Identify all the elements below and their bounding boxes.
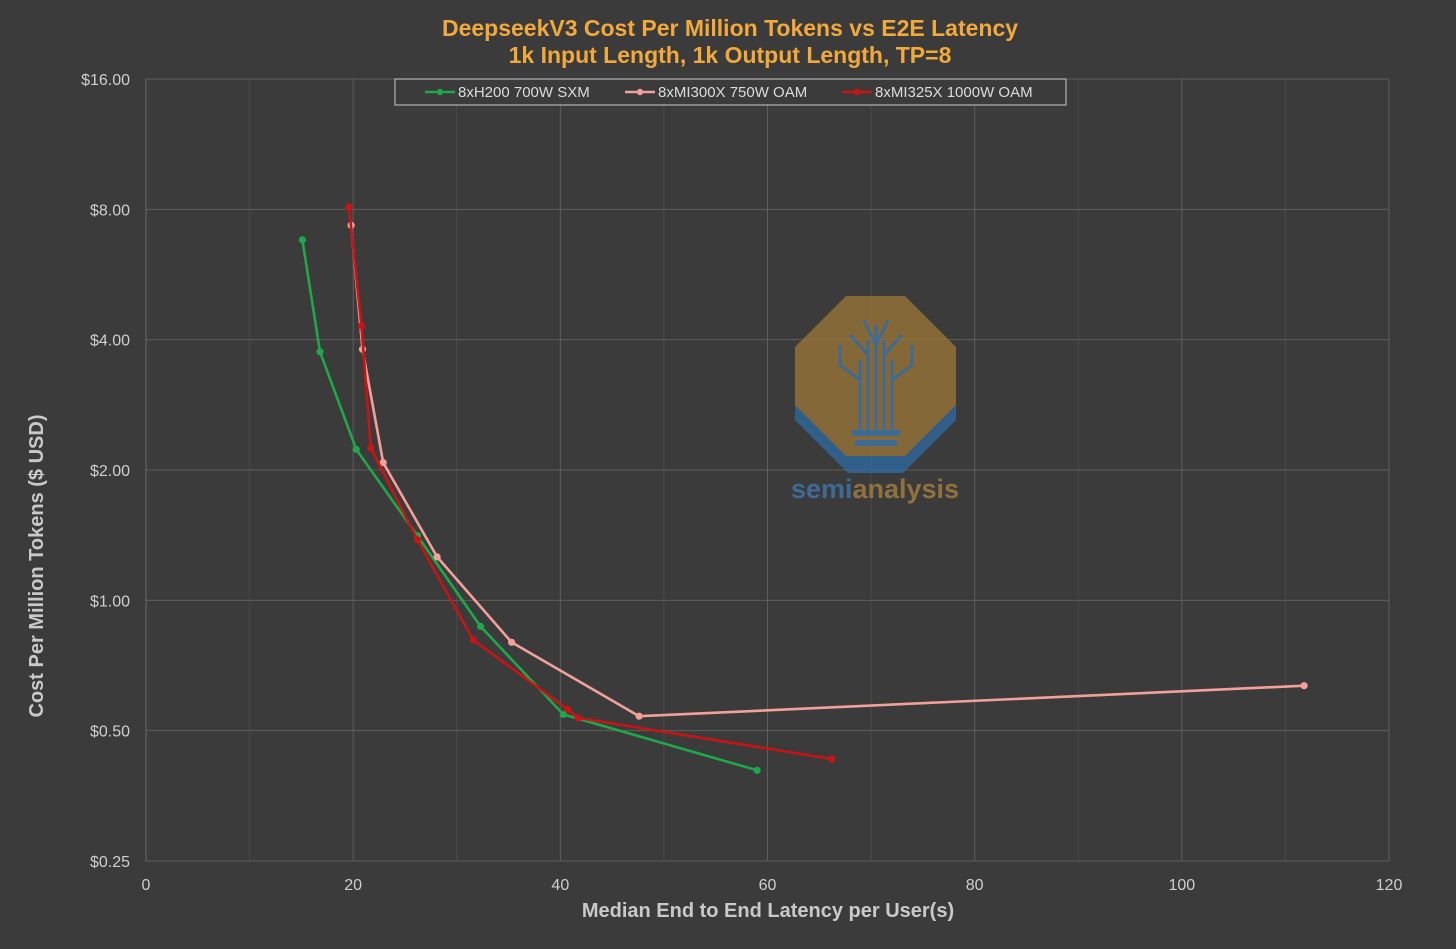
legend: 8xH200 700W SXM 8xMI300X 750W OAM 8xMI32… — [394, 78, 1067, 106]
x-tick-label: 60 — [759, 877, 777, 894]
data-point-h200 — [477, 622, 485, 631]
legend-marker-h200 — [436, 88, 444, 96]
legend-marker-mi325x — [853, 88, 861, 96]
data-point-mi325x — [828, 755, 836, 763]
y-tick-label: $16.00 — [81, 72, 130, 89]
logo-wordmark: semianalysis — [791, 474, 959, 504]
data-point-mi325x — [469, 636, 477, 644]
data-point-mi300x — [1300, 682, 1308, 690]
data-point-mi325x — [367, 444, 375, 452]
legend-label-mi300x: 8xMI300X 750W OAM — [658, 84, 807, 101]
legend-box — [394, 78, 1067, 106]
data-point-mi300x — [635, 712, 643, 720]
data-point-h200 — [559, 710, 568, 719]
data-point-mi300x — [433, 553, 441, 561]
x-tick-label: 40 — [551, 877, 569, 894]
data-point-mi300x — [379, 459, 387, 467]
x-tick-label: 0 — [142, 877, 151, 894]
legend-label-h200: 8xH200 700W SXM — [458, 84, 590, 101]
y-tick-label: $0.50 — [90, 724, 130, 741]
data-point-h200 — [298, 236, 306, 244]
data-point-mi325x — [564, 705, 572, 714]
logo-base-bar-1 — [852, 430, 900, 436]
y-tick-label: $8.00 — [90, 202, 130, 219]
legend-item-h200: 8xH200 700W SXM — [425, 84, 590, 101]
data-point-mi300x — [508, 638, 516, 646]
data-point-mi325x — [357, 322, 366, 330]
legend-item-mi300x: 8xMI300X 750W OAM — [625, 84, 807, 101]
x-axis-label: Median End to End Latency per User(s) — [582, 900, 954, 922]
x-tick-label: 120 — [1376, 877, 1403, 894]
y-tick-label: $4.00 — [90, 333, 130, 350]
data-point-mi325x — [413, 536, 421, 544]
y-tick-label: $1.00 — [90, 593, 130, 610]
chart-subtitle: 1k Input Length, 1k Output Length, TP=8 — [509, 42, 952, 68]
legend-marker-mi300x — [636, 88, 644, 96]
data-point-mi325x — [345, 203, 353, 211]
y-axis-label: Cost Per Million Tokens ($ USD) — [26, 415, 48, 718]
x-tick-label: 100 — [1168, 877, 1195, 894]
x-tick-label: 20 — [344, 877, 362, 894]
x-tick-label: 80 — [966, 877, 984, 894]
series-mi325x — [345, 203, 836, 763]
logo-tree-icon — [838, 319, 914, 430]
semianalysis-logo: semianalysis — [791, 296, 959, 504]
data-point-h200 — [352, 445, 360, 454]
logo-base-bar-2 — [855, 440, 897, 446]
data-point-h200 — [753, 766, 761, 774]
data-point-mi325x — [574, 714, 582, 722]
chart-title: DeepseekV3 Cost Per Million Tokens vs E2… — [442, 15, 1018, 41]
legend-item-mi325x: 8xMI325X 1000W OAM — [842, 84, 1033, 101]
y-tick-label: $2.00 — [90, 463, 130, 480]
grid-layer: 0 20 40 60 80 100 120 $0.25 $0.50 $1.00 $2.00 $4.00… — [81, 72, 1402, 894]
series-layer — [298, 203, 1308, 774]
legend-label-mi325x: 8xMI325X 1000W OAM — [875, 84, 1033, 101]
y-tick-label: $0.25 — [90, 854, 130, 871]
data-point-h200 — [316, 348, 324, 356]
